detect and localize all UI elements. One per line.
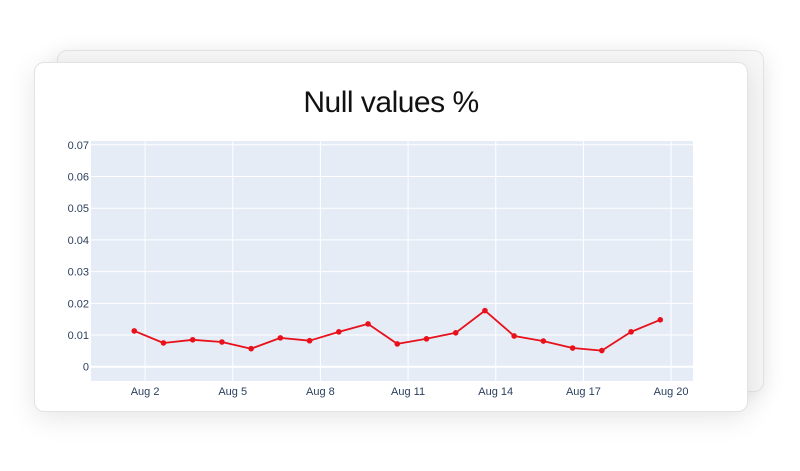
data-point[interactable] (599, 347, 605, 354)
x-tick-label: Aug 14 (478, 386, 513, 398)
x-tick-label: Aug 2 (131, 386, 160, 398)
x-tick-label: Aug 20 (654, 386, 689, 398)
data-point[interactable] (482, 307, 488, 314)
x-tick-label: Aug 8 (306, 386, 335, 398)
data-point[interactable] (511, 333, 517, 339)
data-point[interactable] (540, 338, 547, 344)
data-point[interactable] (219, 339, 225, 345)
x-tick-label: Aug 17 (566, 386, 601, 398)
data-point[interactable] (336, 329, 342, 335)
data-point[interactable] (452, 330, 459, 336)
data-point[interactable] (423, 336, 430, 342)
y-tick-label: 0.02 (68, 298, 89, 310)
y-tick-label: 0.06 (68, 172, 89, 184)
y-tick-label: 0.03 (68, 267, 89, 279)
data-point[interactable] (306, 337, 313, 344)
data-point[interactable] (569, 345, 576, 351)
y-tick-label: 0.04 (68, 235, 89, 247)
chart-title: Null values % (303, 86, 479, 119)
data-markers (131, 307, 664, 354)
data-point[interactable] (365, 321, 371, 327)
data-point[interactable] (160, 340, 167, 346)
data-point[interactable] (189, 336, 196, 343)
data-point[interactable] (628, 329, 634, 335)
data-point[interactable] (248, 345, 254, 352)
x-tick-label: Aug 11 (391, 386, 425, 398)
y-tick-label: 0.07 (68, 140, 89, 152)
data-point[interactable] (277, 335, 284, 341)
y-tick-label: 0.05 (68, 203, 89, 215)
y-tick-label: 0.01 (68, 330, 89, 342)
y-axis-ticks: 0 0.01 0.02 0.03 0.04 0.05 0.06 0.07 (68, 140, 89, 374)
gridlines (91, 141, 693, 381)
data-point[interactable] (657, 317, 664, 323)
y-tick-label: 0 (83, 362, 89, 374)
data-point[interactable] (131, 328, 138, 334)
data-point[interactable] (394, 341, 401, 347)
x-axis-ticks: Aug 2 Aug 5 Aug 8 Aug 11 Aug 14 Aug 17 Aug 20 (131, 386, 689, 398)
x-tick-label: Aug 5 (218, 386, 247, 398)
